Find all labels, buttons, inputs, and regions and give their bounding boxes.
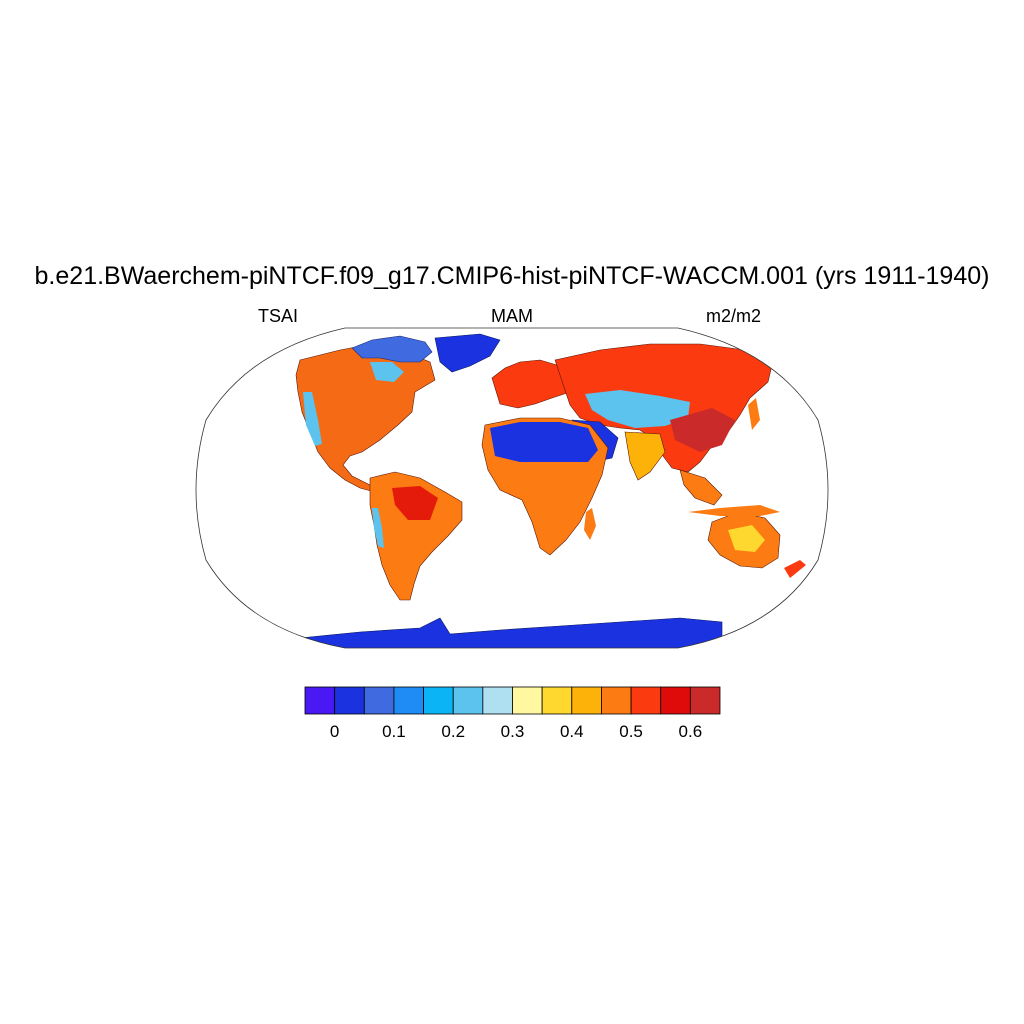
southeast-asia [679,469,723,506]
colorbar-box-9 [571,686,602,715]
colorbar-boxes [304,686,721,715]
colorbar-box-13 [689,686,721,715]
map-boundary [195,327,829,649]
antarctica [299,617,723,648]
season-label: MAM [491,306,533,326]
colorbar-tick-label: 0 [330,722,339,741]
colorbar-box-12 [660,686,691,715]
colorbar-tick-label: 0.4 [560,722,584,741]
colorbar-box-1 [334,686,365,715]
south-america [369,471,463,601]
colorbar-box-0 [304,686,336,715]
greenland [434,333,501,373]
units-label: m2/m2 [706,306,762,326]
colorbar-tick-label: 0.1 [382,722,406,741]
indonesia [688,505,780,516]
madagascar [584,508,596,540]
china-east [670,408,735,452]
central-asia-arid [585,390,690,428]
north-america-west-coast [303,392,322,446]
colorbar-box-2 [363,686,395,715]
japan [748,398,760,430]
amazon-region [392,486,438,520]
australia-interior [728,525,765,552]
colorbar-tick-label: 0.2 [441,722,465,741]
canada-arctic [351,335,433,363]
variable-label: TSAI [258,306,299,326]
colorbar-box-10 [601,686,632,715]
colorbar-box-5 [452,686,484,715]
colorbar-tick-label: 0.6 [679,722,703,741]
colorbar-box-7 [512,686,543,715]
colorbar-tick-label: 0.5 [619,722,643,741]
new-zealand [784,560,806,578]
colorbar-labels: 0 0.1 0.2 0.3 0.4 0.5 0.6 [330,722,702,741]
colorbar-box-6 [482,686,513,715]
colorbar-tick-label: 0.3 [501,722,525,741]
colorbar-box-8 [541,686,573,715]
map-title: b.e21.BWaerchem-piNTCF.f09_g17.CMIP6-his… [34,262,990,290]
india [624,431,666,481]
colorbar-box-3 [393,686,424,715]
hudson-bay-region [370,362,404,382]
sahara [490,422,598,462]
colorbar-box-4 [423,686,454,715]
andes-region [372,508,384,548]
colorbar-box-11 [630,686,662,715]
